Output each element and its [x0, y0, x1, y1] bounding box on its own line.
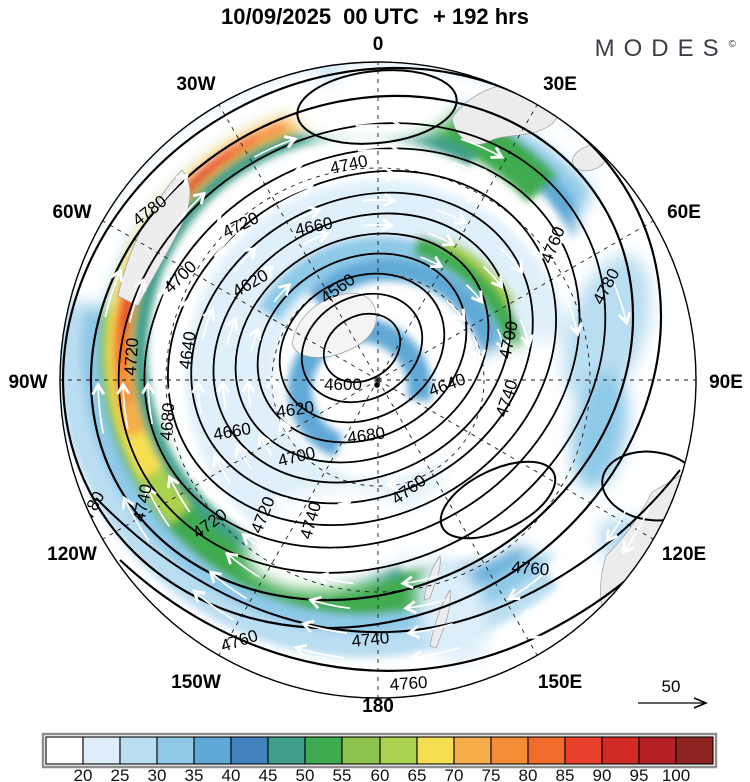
colorbar-tick: 45 — [259, 766, 278, 782]
lon-label-30w: 30W — [176, 74, 215, 95]
colorbar-cell — [601, 736, 640, 765]
colorbar-tick: 90 — [593, 766, 612, 782]
colorbar-tick: 60 — [371, 766, 390, 782]
map-interior: 4740 4780 4720 4660 4700 4620 4560 4760 … — [60, 62, 696, 698]
lon-label-60e: 60E — [667, 202, 701, 223]
contour-label: 4680 — [157, 402, 179, 441]
wind-reference-label: 50 — [662, 677, 681, 696]
colorbar-cell — [230, 736, 269, 765]
contour-label: 4760 — [389, 673, 428, 695]
colorbar-tick-labels: 20 25 30 35 40 45 50 55 60 65 70 75 80 8… — [74, 766, 691, 782]
lon-label-30e: 30E — [543, 74, 577, 95]
wind-reference: 50 — [638, 677, 708, 709]
graticule — [60, 62, 696, 698]
colorbar-cell — [304, 736, 343, 765]
contour-label: 4760 — [511, 558, 550, 580]
colorbar-cell — [45, 736, 84, 765]
map-boundary-circle — [59, 61, 697, 699]
colorbar-tick: 70 — [445, 766, 464, 782]
colorbar-cell — [267, 736, 306, 765]
colorbar-cell — [675, 736, 714, 765]
colorbar-cell — [156, 736, 195, 765]
colorbar-cell — [527, 736, 566, 765]
colorbar-tick: 80 — [519, 766, 538, 782]
contour-label: 4600 — [324, 375, 362, 394]
lon-label-150w: 150W — [171, 672, 221, 693]
colorbar-cell — [453, 736, 492, 765]
colorbar-tick: 100 — [662, 766, 690, 782]
wind-reference-arrowhead — [693, 697, 708, 709]
colorbar-tick: 55 — [333, 766, 352, 782]
longitude-labels: 0 30E 60E 90E 120E 150E 180 150W 120W 90… — [8, 34, 742, 717]
landmass — [429, 589, 451, 649]
pole-marker-dot — [374, 382, 380, 388]
colorbar-cell — [119, 736, 158, 765]
contour-label: 4720 — [121, 337, 143, 376]
colorbar-tick: 40 — [222, 766, 241, 782]
colorbar-tick: 50 — [296, 766, 315, 782]
landmass — [117, 169, 191, 307]
lon-label-0: 0 — [373, 34, 384, 55]
colorbar-cell — [564, 736, 603, 765]
modes-logo: MODES© — [595, 35, 737, 62]
lon-label-60w: 60W — [52, 202, 91, 223]
landmass — [291, 292, 377, 358]
colorbar-cell — [490, 736, 529, 765]
colorbar-cell — [379, 736, 418, 765]
page-title: 10/09/2025 00 UTC + 192 hrs — [221, 4, 529, 29]
colorbar-cell — [193, 736, 232, 765]
lon-label-150e: 150E — [538, 672, 582, 693]
lon-label-180: 180 — [362, 696, 394, 717]
colorbar-tick: 75 — [482, 766, 501, 782]
contour-label: 4740 — [351, 628, 391, 651]
colorbar-tick: 65 — [408, 766, 427, 782]
colorbar: 20 25 30 35 40 45 50 55 60 65 70 75 80 8… — [41, 732, 718, 782]
colorbar-tick: 20 — [74, 766, 93, 782]
colorbar-cells — [45, 736, 714, 765]
lon-label-90e: 90E — [709, 372, 743, 393]
lon-label-120w: 120W — [47, 544, 97, 565]
colorbar-tick: 85 — [556, 766, 575, 782]
colorbar-cell — [82, 736, 121, 765]
colorbar-tick: 95 — [630, 766, 649, 782]
colorbar-cell — [638, 736, 677, 765]
lon-label-90w: 90W — [8, 372, 47, 393]
colorbar-tick: 35 — [185, 766, 204, 782]
colorbar-tick: 30 — [148, 766, 167, 782]
colorbar-cell — [416, 736, 455, 765]
colorbar-cell — [341, 736, 381, 765]
lon-label-120e: 120E — [662, 544, 706, 565]
colorbar-tick: 25 — [111, 766, 130, 782]
